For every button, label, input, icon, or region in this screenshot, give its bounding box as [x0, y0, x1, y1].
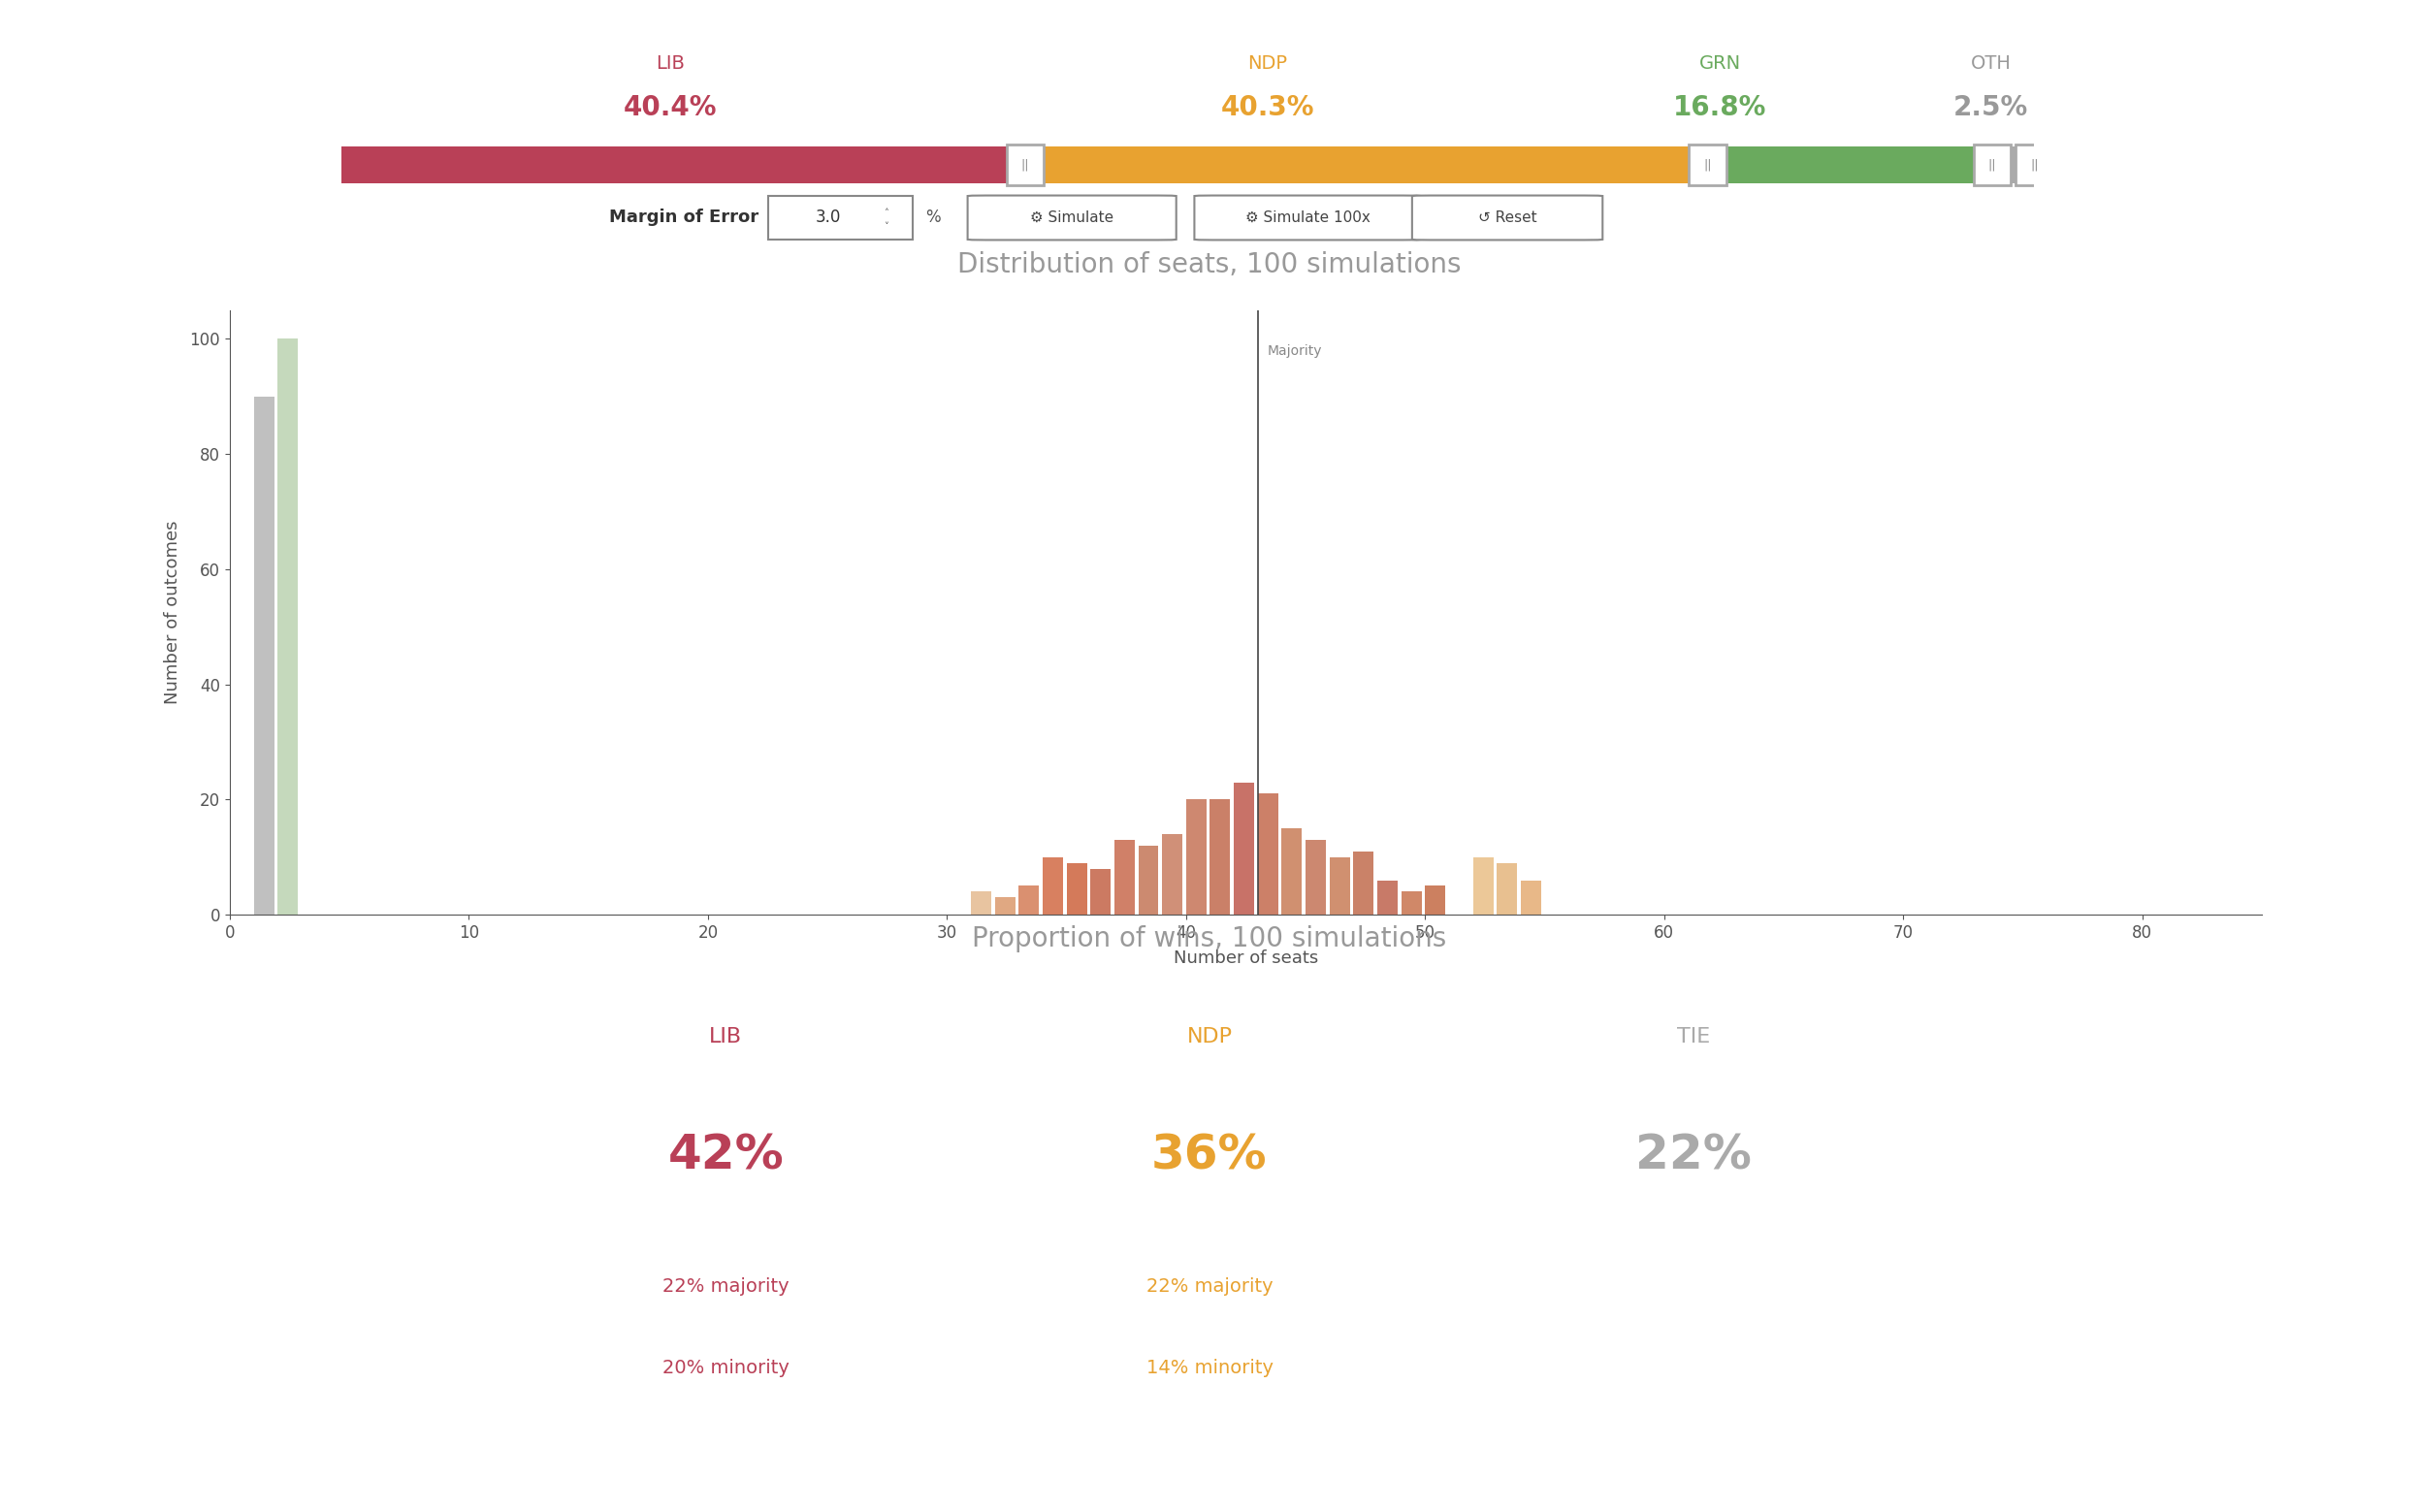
Text: Proportion of wins, 100 simulations: Proportion of wins, 100 simulations — [972, 925, 1447, 953]
FancyBboxPatch shape — [1413, 195, 1601, 240]
Text: OTH: OTH — [1971, 54, 2010, 73]
Bar — [1306, 839, 1326, 915]
Text: 22% majority: 22% majority — [663, 1278, 789, 1296]
Bar — [1330, 857, 1350, 915]
Text: Distribution of seats, 100 simulations: Distribution of seats, 100 simulations — [958, 251, 1461, 278]
Bar — [1991, 147, 2034, 183]
Bar — [1473, 857, 1493, 915]
Bar — [1115, 839, 1135, 915]
Bar — [1425, 886, 1447, 915]
Text: ||: || — [2030, 159, 2039, 171]
Text: 20% minority: 20% minority — [663, 1359, 789, 1377]
Text: ⚙ Simulate 100x: ⚙ Simulate 100x — [1246, 210, 1369, 225]
Text: TIE: TIE — [1676, 1028, 1710, 1046]
Bar — [1282, 829, 1301, 915]
Text: ||: || — [1021, 159, 1030, 171]
Text: ||: || — [1703, 159, 1713, 171]
Text: 40.4%: 40.4% — [624, 94, 716, 121]
Bar — [1352, 851, 1374, 915]
Bar — [278, 339, 298, 915]
Text: 3.0: 3.0 — [815, 209, 842, 227]
FancyBboxPatch shape — [968, 195, 1176, 240]
Text: %: % — [926, 209, 941, 227]
Bar — [1091, 869, 1110, 915]
Bar — [994, 898, 1016, 915]
Text: 40.3%: 40.3% — [1222, 94, 1314, 121]
Bar — [1139, 845, 1159, 915]
Text: ˄: ˄ — [883, 209, 888, 218]
Bar — [1708, 147, 1993, 183]
Y-axis label: Number of outcomes: Number of outcomes — [164, 520, 181, 705]
Bar — [1026, 147, 1708, 183]
X-axis label: Number of seats: Number of seats — [1173, 950, 1318, 968]
Text: 14% minority: 14% minority — [1147, 1359, 1272, 1377]
Text: 22% majority: 22% majority — [1147, 1278, 1272, 1296]
Text: 42%: 42% — [668, 1132, 784, 1178]
Text: 22%: 22% — [1635, 1132, 1751, 1178]
Text: 36%: 36% — [1151, 1132, 1268, 1178]
Text: ↺ Reset: ↺ Reset — [1478, 210, 1536, 225]
FancyBboxPatch shape — [1195, 195, 1422, 240]
Bar — [1043, 857, 1062, 915]
Bar — [767, 197, 912, 239]
Bar — [254, 396, 273, 915]
Bar — [341, 147, 1026, 183]
Text: 16.8%: 16.8% — [1674, 94, 1766, 121]
Text: GRN: GRN — [1698, 54, 1742, 73]
Bar — [1067, 863, 1086, 915]
Text: LIB: LIB — [656, 54, 685, 73]
Bar — [2015, 145, 2054, 186]
Text: Majority: Majority — [1268, 345, 1323, 358]
Bar — [1234, 782, 1253, 915]
Bar — [1210, 800, 1231, 915]
Text: ⚙ Simulate: ⚙ Simulate — [1030, 210, 1113, 225]
Text: ||: || — [1988, 159, 1996, 171]
Text: LIB: LIB — [709, 1028, 743, 1046]
Text: NDP: NDP — [1188, 1028, 1231, 1046]
Bar — [1401, 892, 1422, 915]
Text: 2.5%: 2.5% — [1955, 94, 2027, 121]
Bar — [1185, 800, 1207, 915]
Text: Margin of Error: Margin of Error — [610, 209, 760, 227]
Bar — [1006, 145, 1043, 186]
Bar — [1522, 880, 1541, 915]
Text: ˅: ˅ — [883, 222, 888, 233]
Bar — [1497, 863, 1517, 915]
Bar — [1974, 145, 2010, 186]
Bar — [1376, 880, 1398, 915]
Bar — [1018, 886, 1040, 915]
Bar — [1258, 794, 1277, 915]
Text: NDP: NDP — [1248, 54, 1287, 73]
Bar — [1688, 145, 1727, 186]
Bar — [1161, 835, 1183, 915]
Bar — [970, 892, 992, 915]
